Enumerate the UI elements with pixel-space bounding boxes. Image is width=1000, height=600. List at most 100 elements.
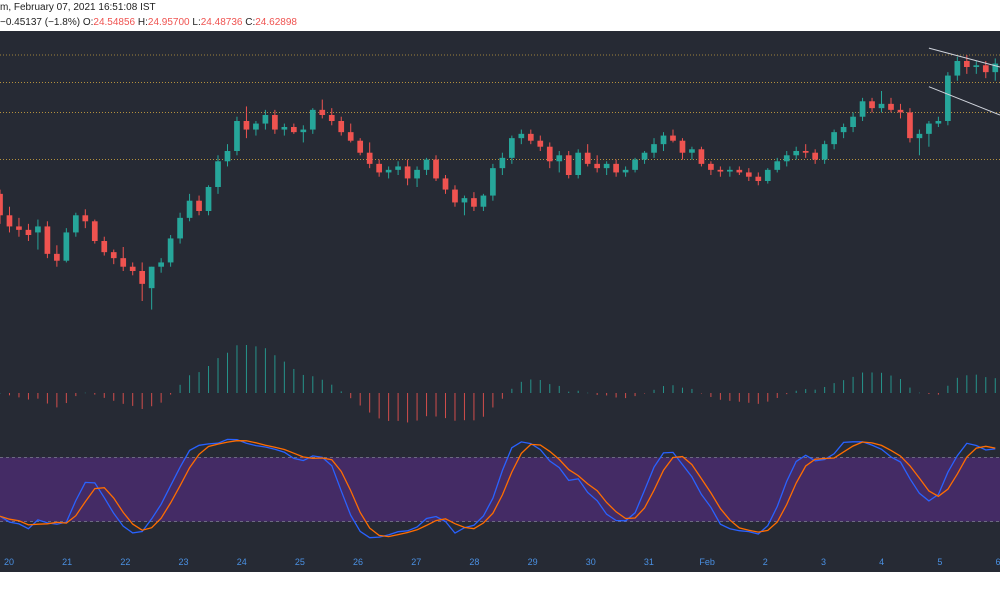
macd-bar [426,393,428,417]
macd-bar [644,393,646,394]
macd-bar [587,392,589,394]
macd-bar [435,393,437,417]
candle-body [253,123,259,130]
x-tick-label: 23 [179,557,189,567]
candle-body [584,152,591,164]
candle-body [300,129,307,133]
candle-body [745,172,752,177]
macd-bar [843,380,845,393]
ohlc-line: −0.45137 (−1.8%) O:24.54856 H:24.95700 L… [0,17,297,28]
candle-body [755,176,762,181]
macd-bar [994,378,996,393]
x-tick-label: 22 [120,557,130,567]
x-tick-label: Feb [699,557,715,567]
macd-bar [160,393,162,403]
macd-bar [75,393,77,397]
macd-bar [274,355,276,393]
macd-bar [56,393,58,408]
candle-body [546,146,553,162]
candle-body [158,262,164,267]
macd-bar [767,393,769,402]
x-tick-label: 28 [469,557,479,567]
candle-body [537,140,544,147]
candle-body [196,200,202,211]
candle-body [945,75,951,121]
macd-bar [937,393,939,395]
candle-body [167,238,174,263]
macd-bar [113,393,115,401]
candle-body [679,140,686,153]
macd-bar [103,393,105,398]
candle-body [992,63,999,73]
candle-body [480,195,487,207]
macd-bar [871,372,873,393]
candle-body [831,132,837,145]
macd-bar [985,377,987,393]
macd-bar [0,393,1,394]
macd-bar [558,385,560,393]
candle-body [935,121,942,124]
macd-bar [520,381,522,393]
macd-bar [966,375,968,393]
candle-body [224,151,231,162]
macd-bar [539,379,541,393]
macd-bar [407,393,409,423]
macd-bar [283,361,285,393]
macd-bar [653,389,655,393]
chart-area[interactable]: 20 21 22 23 24 25 26 27 28 29 30 31 Feb 2 3 4 5 6 [0,31,1000,572]
macd-bar [596,393,598,395]
macd-bar [293,368,295,393]
macd-bar [890,375,892,393]
candle-body [622,169,629,173]
candle-body [44,226,51,254]
macd-bar [340,391,342,393]
candle-body [708,163,714,170]
change-value: −0.45137 (−1.8%) [0,17,81,28]
open-value: 24.54856 [93,17,136,28]
macd-bar [738,393,740,402]
close-value: 24.62898 [255,17,297,28]
candle-body [101,241,108,253]
candle-body [660,135,667,145]
macd-bar [151,393,153,407]
macd-bar [577,390,579,393]
macd-bar [899,379,901,393]
candle-body [404,166,411,179]
candle-body [632,159,638,170]
macd-bar [245,345,247,393]
x-tick-label: 4 [879,557,884,567]
chart-footer [0,572,1000,600]
macd-bar [416,393,418,421]
candle-body [110,252,117,259]
macd-bar [700,393,702,394]
candle-body [888,103,894,110]
candle-body [670,135,676,141]
price-chart[interactable]: 20 21 22 23 24 25 26 27 28 29 30 31 Feb 2 3 4 5 6 [0,31,1000,572]
macd-bar [189,375,191,393]
x-tick-label: 21 [62,557,72,567]
macd-bar [8,393,10,396]
macd-bar [179,384,181,393]
candle-body [527,133,534,141]
high-label: H: [137,17,148,28]
candle-body [840,127,847,133]
macd-bar [833,383,835,393]
candle-body [869,101,875,109]
candle-body [25,229,32,235]
macd-bar [198,372,200,393]
macd-bar [748,393,750,403]
candle-body [764,169,771,181]
close-label: C: [245,17,256,28]
macd-bar [918,392,920,394]
macd-bar [492,393,494,408]
candle-body [954,61,961,76]
candle-body [395,166,401,170]
x-tick-label: 31 [644,557,654,567]
macd-bar [463,393,465,421]
macd-bar [444,393,446,419]
macd-bar [473,393,475,421]
candle-body [290,127,297,133]
macd-bar [388,393,390,421]
macd-bar [681,387,683,393]
candle-body [698,149,705,164]
